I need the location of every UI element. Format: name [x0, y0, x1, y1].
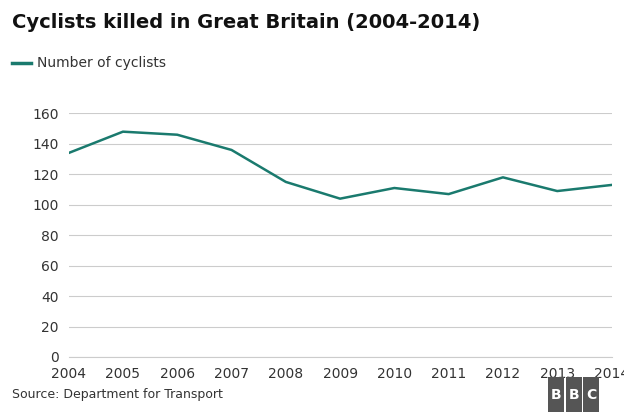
Text: Number of cyclists: Number of cyclists [37, 56, 167, 70]
Text: B: B [568, 388, 579, 402]
FancyBboxPatch shape [566, 377, 582, 412]
FancyBboxPatch shape [548, 377, 564, 412]
Text: Source: Department for Transport: Source: Department for Transport [12, 388, 223, 401]
Text: Cyclists killed in Great Britain (2004-2014): Cyclists killed in Great Britain (2004-2… [12, 13, 480, 32]
Text: B: B [551, 388, 562, 402]
FancyBboxPatch shape [583, 377, 599, 412]
Text: C: C [586, 388, 597, 402]
